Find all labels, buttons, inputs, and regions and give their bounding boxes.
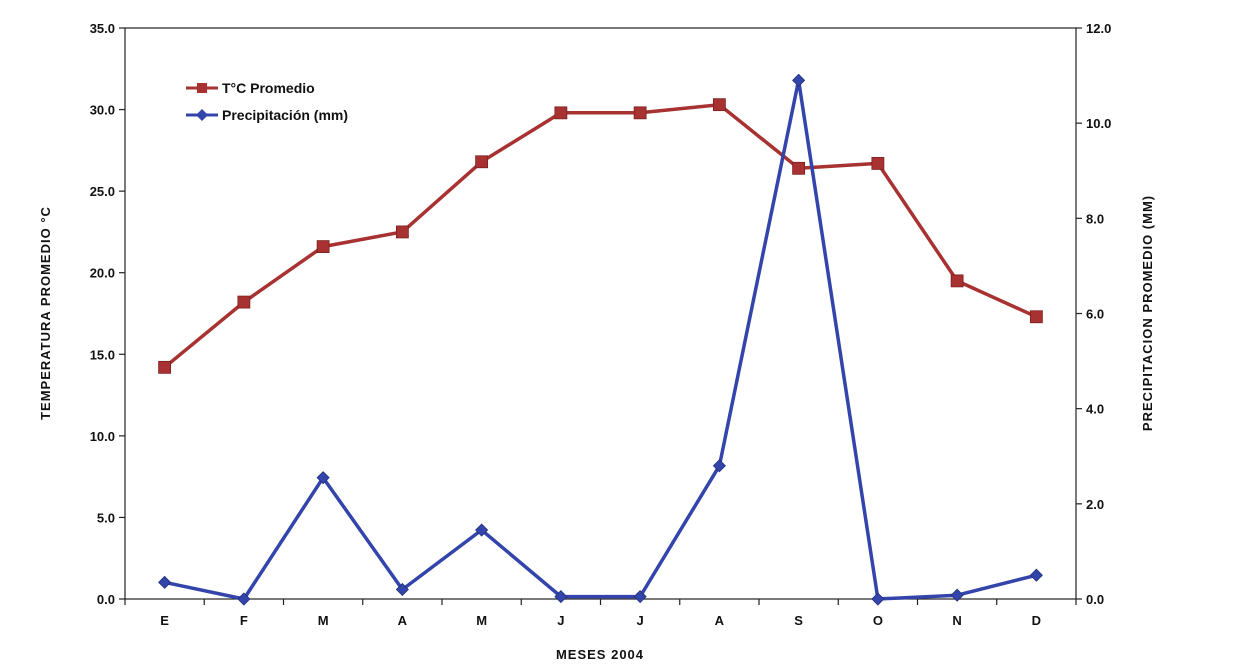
x-tick-label: D [1032, 613, 1041, 628]
x-tick-label: F [240, 613, 248, 628]
data-point-temperature [475, 155, 489, 169]
x-tick-label: N [952, 613, 961, 628]
right-tick-label: 4.0 [1086, 402, 1104, 417]
left-tick-label: 35.0 [90, 21, 115, 36]
data-point-temperature [633, 106, 647, 120]
data-point-precipitation [475, 523, 489, 537]
y-axis-left-title: TEMPERATURA PROMEDIO °C [38, 206, 53, 420]
data-point-precipitation [1029, 568, 1043, 582]
left-tick-label: 10.0 [90, 429, 115, 444]
left-tick-label: 0.0 [97, 592, 115, 607]
data-point-precipitation [316, 471, 330, 485]
data-point-precipitation [712, 459, 726, 473]
x-tick-label: A [715, 613, 725, 628]
data-point-precipitation [950, 588, 964, 602]
series-layer [158, 73, 1043, 606]
data-point-precipitation [554, 590, 568, 604]
left-tick-label: 15.0 [90, 347, 115, 362]
data-point-precipitation [871, 592, 885, 606]
series-line-temperature [163, 102, 1038, 369]
right-tick-label: 10.0 [1086, 116, 1111, 131]
right-tick-label: 6.0 [1086, 307, 1104, 322]
x-tick-label: S [794, 613, 803, 628]
data-point-precipitation [158, 575, 172, 589]
plot-area [124, 27, 1077, 600]
series-line-precipitation [164, 78, 1037, 601]
right-tick-label: 2.0 [1086, 497, 1104, 512]
x-tick-label: O [873, 613, 883, 628]
left-axis: 0.0 5.0 10.0 15.0 20.0 25.0 30.0 35.0 [90, 21, 125, 607]
legend-marker-temperature [197, 83, 207, 93]
x-tick-label: J [557, 613, 564, 628]
legend-label-precipitation: Precipitación (mm) [222, 107, 348, 123]
data-point-temperature [158, 360, 172, 374]
x-tick-label: J [637, 613, 644, 628]
right-axis: 0.0 2.0 4.0 6.0 8.0 10.0 12.0 [1076, 21, 1111, 607]
data-point-temperature [871, 157, 885, 170]
x-tick-label: M [318, 613, 329, 628]
right-tick-label: 8.0 [1086, 211, 1104, 226]
data-point-precipitation [395, 582, 409, 597]
right-tick-label: 0.0 [1086, 592, 1104, 607]
x-tick-label: E [160, 613, 169, 628]
x-axis-title: MESES 2004 [556, 647, 644, 662]
right-tick-label: 12.0 [1086, 21, 1111, 36]
x-tick-label: M [476, 613, 487, 628]
data-point-temperature [950, 274, 964, 288]
data-point-temperature [316, 240, 330, 254]
legend-label-temperature: T°C Promedio [222, 80, 315, 96]
data-point-precipitation [792, 73, 806, 87]
data-point-precipitation [237, 592, 251, 606]
left-tick-label: 5.0 [97, 510, 115, 525]
data-point-temperature [1029, 310, 1043, 324]
left-tick-label: 25.0 [90, 184, 115, 199]
legend-marker-precipitation [196, 109, 208, 121]
left-tick-label: 30.0 [90, 103, 115, 118]
data-point-temperature [554, 106, 568, 120]
legend: T°C Promedio Precipitación (mm) [186, 80, 348, 123]
data-point-temperature [395, 225, 409, 239]
left-tick-label: 20.0 [90, 266, 115, 281]
y-axis-right-title: PRECIPITACION PROMEDIO (MM) [1140, 195, 1155, 431]
data-point-temperature [237, 295, 251, 309]
data-point-temperature [792, 161, 806, 175]
data-point-precipitation [633, 590, 647, 604]
x-tick-label: A [398, 613, 408, 628]
data-point-temperature [712, 98, 726, 112]
